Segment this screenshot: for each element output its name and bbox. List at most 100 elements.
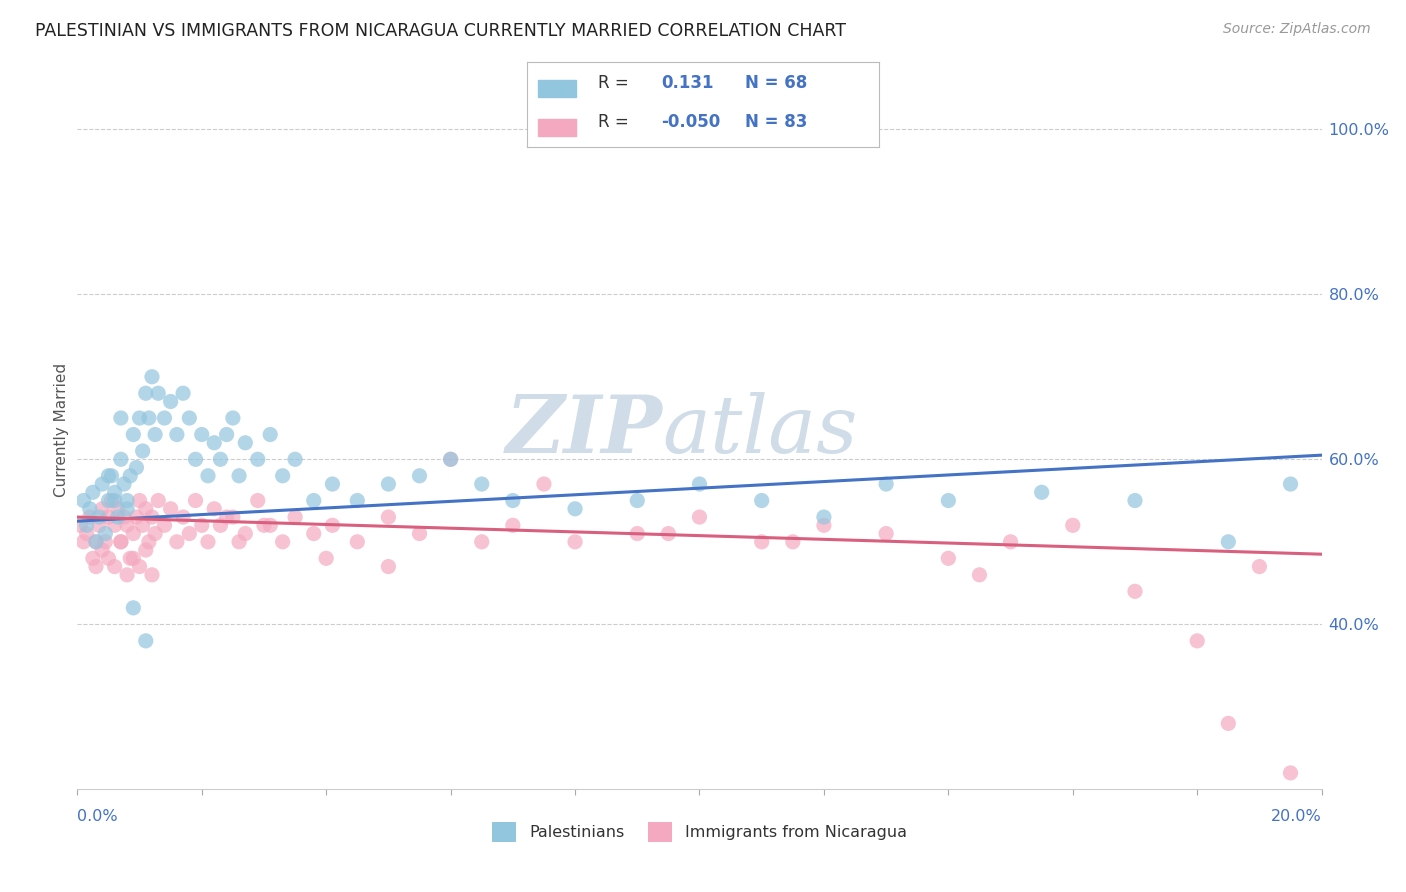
Point: [197, 468, 219, 483]
Point: [179, 411, 201, 425]
Text: N = 68: N = 68: [745, 74, 807, 92]
Point: [626, 493, 648, 508]
Point: [626, 526, 648, 541]
Point: [1218, 534, 1240, 549]
Point: [209, 452, 232, 467]
Point: [122, 600, 145, 615]
Point: [153, 518, 176, 533]
Point: [104, 485, 127, 500]
Point: [471, 477, 494, 491]
Point: [233, 435, 256, 450]
Point: [135, 501, 157, 516]
Point: [271, 468, 294, 483]
Point: [377, 510, 399, 524]
Text: -0.050: -0.050: [661, 112, 720, 131]
Point: [1279, 477, 1302, 491]
Point: [1279, 765, 1302, 780]
Point: [141, 567, 163, 582]
Point: [166, 427, 188, 442]
Point: [159, 501, 181, 516]
Point: [148, 493, 170, 508]
Point: [564, 501, 586, 516]
Point: [100, 493, 122, 508]
Point: [141, 369, 163, 384]
Point: [122, 551, 145, 566]
Point: [179, 526, 201, 541]
Text: 0.0%: 0.0%: [77, 809, 118, 824]
Point: [1062, 518, 1084, 533]
Point: [408, 526, 430, 541]
Point: [115, 518, 138, 533]
Point: [128, 411, 150, 425]
Point: [284, 452, 307, 467]
Point: [440, 452, 463, 467]
Point: [346, 493, 368, 508]
Point: [166, 534, 188, 549]
Point: [222, 510, 245, 524]
Point: [87, 510, 110, 524]
Point: [259, 518, 281, 533]
Point: [131, 518, 153, 533]
Point: [141, 510, 163, 524]
Point: [209, 518, 232, 533]
Point: [104, 493, 127, 508]
Point: [222, 411, 245, 425]
Point: [302, 493, 325, 508]
Point: [131, 444, 153, 458]
Text: Source: ZipAtlas.com: Source: ZipAtlas.com: [1223, 22, 1371, 37]
Point: [110, 411, 132, 425]
Point: [1123, 493, 1146, 508]
Text: ZIP: ZIP: [505, 392, 662, 469]
Text: 20.0%: 20.0%: [1271, 809, 1322, 824]
Point: [228, 534, 250, 549]
Text: atlas: atlas: [662, 392, 858, 469]
Point: [125, 510, 148, 524]
Point: [143, 427, 166, 442]
Point: [91, 543, 114, 558]
Point: [172, 386, 194, 401]
Point: [813, 518, 835, 533]
Point: [502, 518, 524, 533]
Point: [120, 551, 142, 566]
Point: [1123, 584, 1146, 599]
Point: [135, 633, 157, 648]
Y-axis label: Currently Married: Currently Married: [53, 363, 69, 498]
Point: [782, 534, 804, 549]
Point: [125, 460, 148, 475]
Point: [284, 510, 307, 524]
Point: [346, 534, 368, 549]
Point: [97, 493, 120, 508]
Point: [197, 534, 219, 549]
Point: [79, 501, 101, 516]
Point: [115, 493, 138, 508]
Point: [94, 534, 117, 549]
Point: [321, 477, 343, 491]
Point: [184, 452, 207, 467]
Point: [115, 567, 138, 582]
Point: [172, 510, 194, 524]
Point: [1187, 633, 1209, 648]
Point: [97, 510, 120, 524]
Point: [122, 427, 145, 442]
Point: [271, 534, 294, 549]
Point: [751, 493, 773, 508]
Point: [533, 477, 555, 491]
Point: [84, 559, 107, 574]
Point: [84, 534, 107, 549]
Point: [689, 510, 711, 524]
Point: [97, 468, 120, 483]
Bar: [537, 119, 576, 136]
Point: [94, 526, 117, 541]
Point: [128, 559, 150, 574]
Point: [110, 534, 132, 549]
Point: [72, 534, 94, 549]
Text: N = 83: N = 83: [745, 112, 807, 131]
Point: [100, 468, 122, 483]
Point: [302, 526, 325, 541]
Point: [938, 493, 960, 508]
Point: [938, 551, 960, 566]
Point: [202, 501, 225, 516]
Point: [377, 477, 399, 491]
Point: [143, 526, 166, 541]
Point: [202, 435, 225, 450]
